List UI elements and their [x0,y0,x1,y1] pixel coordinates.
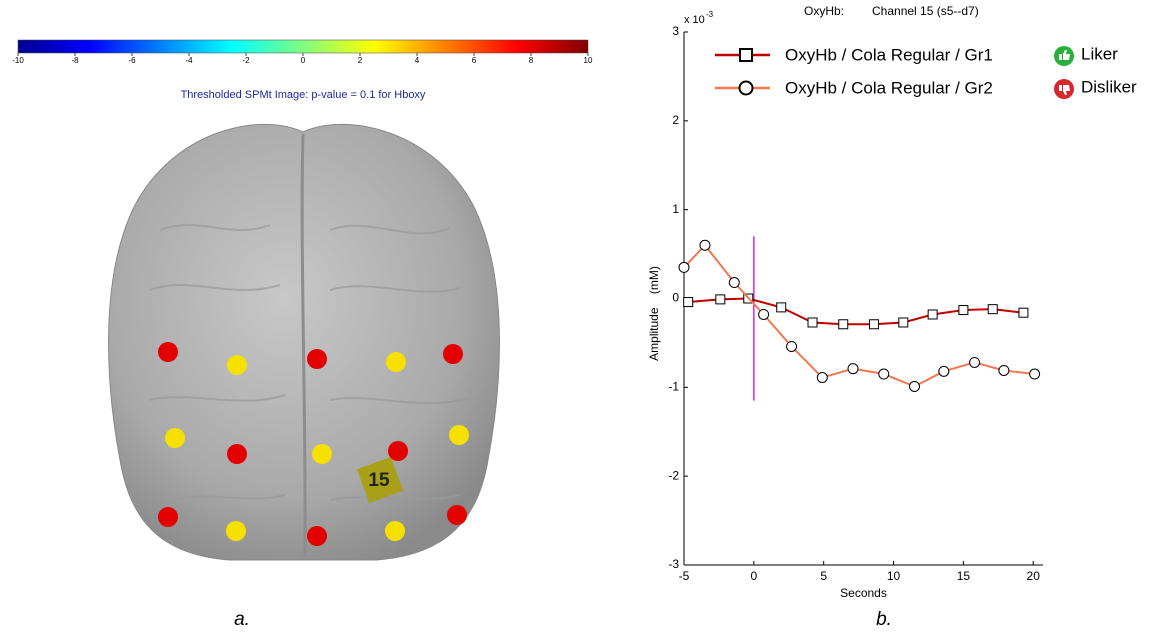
x-tick-label: 15 [957,569,971,583]
x-tick-label: 20 [1027,569,1041,583]
x-tick-label: -5 [679,569,690,583]
data-point [787,341,797,351]
x-tick-label: 6 [472,56,477,65]
data-point [839,320,848,329]
data-point [684,298,693,307]
caption: a. [234,609,250,630]
data-point [999,365,1009,375]
colorbar-title: Thresholded SPMt Image: p-value = 0.1 fo… [181,89,426,101]
data-point [777,303,786,312]
y-tick-label: -1 [668,380,679,394]
data-point [970,357,980,367]
y-multiplier-exponent: -3 [706,10,714,19]
chart-subtitle: Channel 15 (s5--d7) [872,4,979,18]
x-tick-label: -8 [71,56,79,65]
legend-label: OxyHb / Cola Regular / Gr2 [785,78,993,97]
data-point [869,320,878,329]
data-point [700,240,710,250]
group-label: Disliker [1081,77,1137,96]
x-tick-label: -4 [185,56,193,65]
x-tick-label: -10 [12,56,24,65]
data-point [988,305,997,314]
x-tick-label: -2 [242,56,250,65]
series-line [688,299,1023,325]
x-tick-label: 8 [529,56,534,65]
y-tick-label: 1 [672,202,679,216]
y-multiplier: x 10 [684,14,705,26]
chart-title: OxyHb: [804,4,844,18]
data-point [716,295,725,304]
data-point [729,278,739,288]
data-point [939,366,949,376]
x-tick-label: 10 [887,569,901,583]
data-point [679,262,689,272]
legend-label: OxyHb / Cola Regular / Gr1 [785,45,993,64]
x-tick-label: 0 [751,569,758,583]
data-point [817,373,827,383]
legend-marker [740,49,752,61]
x-axis-label: Seconds [840,586,887,600]
data-point [879,369,889,379]
y-tick-label: 2 [672,113,679,127]
data-point [1030,369,1040,379]
data-point [899,318,908,327]
group-label: Liker [1081,44,1118,63]
data-point [848,364,858,374]
brain: 15 [109,124,500,560]
caption: b. [876,609,892,630]
series-line [684,245,1035,386]
data-point [909,381,919,391]
data-point [1019,308,1028,317]
x-tick-label: 0 [301,56,306,65]
x-tick-label: -6 [128,56,136,65]
legend-marker [740,82,753,95]
data-point [928,310,937,319]
y-tick-label: 0 [672,291,679,305]
x-tick-label: 4 [415,56,420,65]
data-point [759,309,769,319]
data-point [959,306,968,315]
figure: 15 a. b. -10-8-6-4-20246810Thresholded S… [0,0,1159,635]
x-tick-label: 2 [358,56,363,65]
y-tick-label: -2 [668,468,679,482]
y-axis-label: Amplitude (mM) [647,266,661,361]
x-tick-label: 5 [820,569,827,583]
colorbar [18,40,588,53]
y-tick-label: 3 [672,24,679,38]
x-tick-label: 10 [584,56,593,65]
data-point [808,318,817,327]
channel-label: 15 [368,470,390,491]
